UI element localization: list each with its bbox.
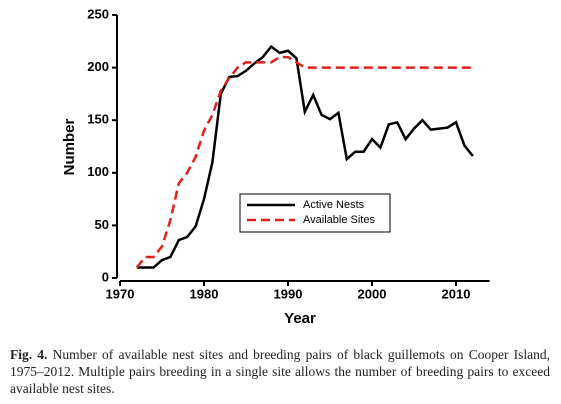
- caption: Fig. 4. Number of available nest sites a…: [10, 346, 550, 397]
- x-tick-label: 1980: [190, 286, 219, 301]
- x-tick-label: 2010: [442, 286, 471, 301]
- y-tick-label: 200: [87, 59, 109, 74]
- legend-label: Available Sites: [303, 214, 375, 226]
- chart: Year Number 0 50 100 150 200 250 1970 1980 1990 2…: [61, 6, 490, 327]
- y-tick-label: 150: [87, 112, 109, 127]
- y-axis-title: Number: [61, 119, 78, 176]
- y-tick-label: 0: [102, 269, 109, 284]
- legend-label: Active Nests: [303, 199, 365, 211]
- caption-label: Fig. 4.: [10, 347, 48, 362]
- y-tick-label: 250: [87, 6, 109, 21]
- x-tick-label: 2000: [358, 286, 387, 301]
- y-tick-label: 100: [87, 164, 109, 179]
- x-tick-label: 1970: [106, 286, 135, 301]
- x-axis-title: Year: [284, 310, 316, 327]
- legend-box: [239, 193, 391, 233]
- series-line: [135, 55, 473, 269]
- x-tick-label: 1990: [274, 286, 303, 301]
- y-tick-label: 50: [95, 217, 109, 232]
- series-line: [136, 44, 474, 269]
- caption-text: Number of available nest sites and breed…: [10, 347, 550, 396]
